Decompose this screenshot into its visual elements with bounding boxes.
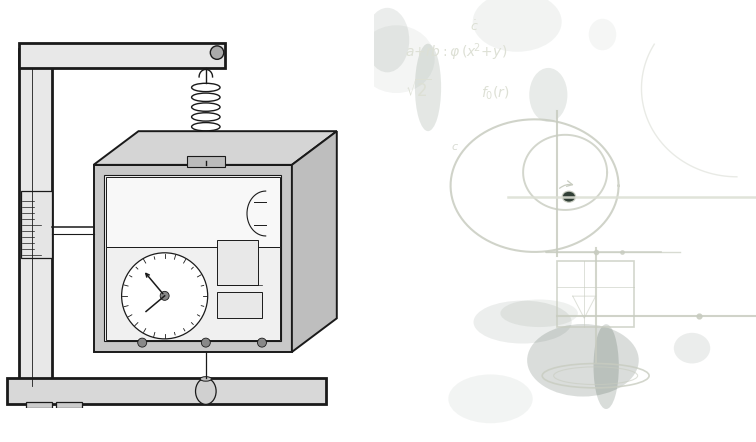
Circle shape — [210, 46, 224, 59]
Text: $\sqrt{2}$: $\sqrt{2}$ — [404, 79, 431, 101]
Ellipse shape — [365, 8, 409, 72]
Bar — [56, 403, 82, 408]
Ellipse shape — [589, 19, 616, 50]
Bar — [19, 49, 52, 386]
Circle shape — [258, 338, 266, 347]
Bar — [106, 247, 280, 339]
Circle shape — [138, 338, 147, 347]
Bar — [557, 261, 634, 327]
Ellipse shape — [527, 324, 639, 396]
Ellipse shape — [593, 324, 619, 409]
Bar — [8, 378, 326, 404]
Bar — [19, 43, 225, 68]
Ellipse shape — [500, 300, 578, 327]
Circle shape — [160, 291, 169, 300]
Text: $f_0(r)$: $f_0(r)$ — [481, 84, 510, 102]
Ellipse shape — [196, 378, 216, 404]
Ellipse shape — [529, 68, 568, 122]
Text: $c$: $c$ — [451, 142, 459, 152]
Circle shape — [122, 253, 208, 339]
Ellipse shape — [473, 301, 572, 343]
Bar — [26, 403, 52, 408]
Circle shape — [201, 338, 210, 347]
Ellipse shape — [562, 191, 575, 202]
Ellipse shape — [415, 44, 441, 131]
Polygon shape — [94, 131, 336, 165]
Bar — [217, 240, 259, 285]
Bar — [20, 191, 52, 259]
Bar — [217, 292, 262, 318]
Bar — [104, 175, 281, 342]
Ellipse shape — [448, 374, 533, 423]
Ellipse shape — [472, 0, 562, 52]
Bar — [94, 165, 292, 352]
Bar — [106, 177, 280, 247]
Ellipse shape — [200, 377, 212, 381]
Text: $\dot{c}$: $\dot{c}$ — [469, 19, 479, 34]
Bar — [187, 156, 225, 167]
Ellipse shape — [358, 25, 435, 93]
Polygon shape — [292, 131, 336, 352]
Text: $a{+}rb{:}\varphi\,(x^{\!2}\!+\!y)$: $a{+}rb{:}\varphi\,(x^{\!2}\!+\!y)$ — [404, 42, 507, 64]
Ellipse shape — [674, 333, 710, 363]
